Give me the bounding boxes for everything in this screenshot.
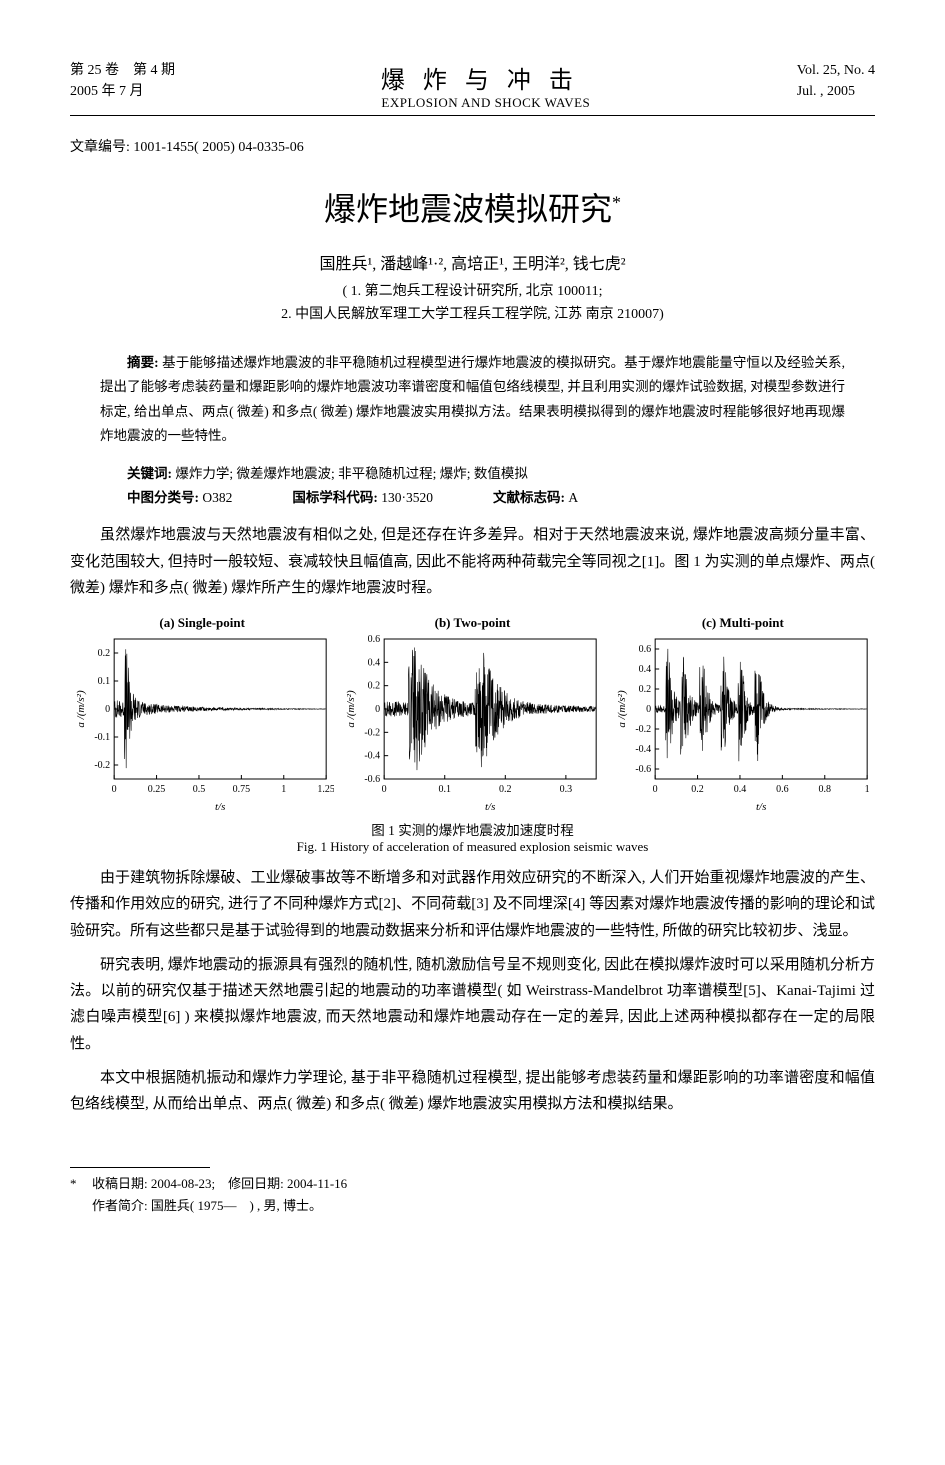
svg-text:-0.1: -0.1 (94, 732, 110, 743)
chart-c-svg: -0.6 -0.4 -0.2 0 0.2 0.4 0.6 0 0.2 0.4 0.6 0.8 1 t/s a… (611, 633, 875, 813)
svg-text:0.3: 0.3 (560, 784, 573, 795)
chart-a-svg: -0.2 -0.1 0 0.1 0.2 0 0.25 0.5 0.75 1 1.25 t/s a /(m… (70, 633, 334, 813)
keywords: 爆炸力学; 微差爆炸地震波; 非平稳随机过程; 爆炸; 数值模拟 (175, 466, 528, 481)
svg-text:0.6: 0.6 (776, 784, 789, 795)
title-footnote-mark: * (612, 192, 621, 212)
header-right: Vol. 25, No. 4 Jul. , 2005 (797, 60, 875, 102)
svg-text:-0.2: -0.2 (365, 728, 381, 739)
journal-name-en: EXPLOSION AND SHOCK WAVES (381, 95, 591, 111)
paragraph-2: 由于建筑物拆除爆破、工业爆破事故等不断增多和对武器作用效应研究的不断深入, 人们… (70, 865, 875, 944)
abstract-label: 摘要: (127, 355, 162, 370)
svg-text:0: 0 (112, 784, 117, 795)
chart-b-svg: -0.6 -0.4 -0.2 0 0.2 0.4 0.6 0 0.1 0.2 0.3 t/s a /(m… (340, 633, 604, 813)
svg-text:-0.2: -0.2 (94, 760, 110, 771)
abstract: 摘要: 基于能够描述爆炸地震波的非平稳随机过程模型进行爆炸地震波的模拟研究。基于… (100, 351, 845, 448)
figure-1: (a) Single-point -0.2 -0.1 0 0.1 0.2 0 0.25 0.5… (70, 615, 875, 813)
header-center: 爆炸与冲击 EXPLOSION AND SHOCK WAVES (381, 60, 591, 111)
svg-text:a /(m/s²): a /(m/s²) (75, 690, 87, 728)
svg-text:0.4: 0.4 (638, 664, 651, 675)
footnote-received: 收稿日期: 2004-08-23; 修回日期: 2004-11-16 (92, 1176, 347, 1191)
svg-text:-0.6: -0.6 (635, 764, 651, 775)
journal-name-cn: 爆炸与冲击 (381, 60, 591, 95)
chart-panel-c: (c) Multi-point -0.6 -0.4 -0.2 0 0.2 0.4 0.6 0 0… (611, 615, 875, 813)
svg-text:0: 0 (652, 784, 657, 795)
clc: O382 (202, 490, 232, 505)
keywords-label: 关键词: (127, 466, 175, 481)
volume-issue: 第 25 卷 第 4 期 (70, 60, 175, 81)
svg-text:0.25: 0.25 (148, 784, 166, 795)
clc-label: 中图分类号: (127, 490, 202, 505)
footnote-line-1: *收稿日期: 2004-08-23; 修回日期: 2004-11-16 (70, 1174, 875, 1195)
svg-text:a /(m/s²): a /(m/s²) (345, 690, 357, 728)
figure-caption-en: Fig. 1 History of acceleration of measur… (70, 839, 875, 855)
article-id: 文章编号: 1001-1455( 2005) 04-0335-06 (70, 136, 875, 156)
footnote-mark: * (70, 1174, 92, 1195)
svg-text:-0.4: -0.4 (635, 744, 651, 755)
svg-text:t/s: t/s (485, 801, 495, 813)
svg-text:1: 1 (864, 784, 869, 795)
svg-text:0.2: 0.2 (499, 784, 512, 795)
svg-text:0.2: 0.2 (638, 684, 651, 695)
svg-text:0.75: 0.75 (233, 784, 251, 795)
footnote-line-2: 作者简介: 国胜兵( 1975— ) , 男, 博士。 (70, 1195, 875, 1214)
paragraph-3: 研究表明, 爆炸地震动的振源具有强烈的随机性, 随机激励信号呈不规则变化, 因此… (70, 952, 875, 1057)
subject-label: 国标学科代码: (292, 490, 381, 505)
svg-text:0: 0 (382, 784, 387, 795)
chart-a-title: (a) Single-point (70, 615, 334, 631)
doc-label: 文献标志码: (493, 490, 568, 505)
title-text: 爆炸地震波模拟研究 (324, 191, 612, 227)
svg-text:0.2: 0.2 (691, 784, 704, 795)
svg-text:0.4: 0.4 (733, 784, 746, 795)
svg-text:0.5: 0.5 (193, 784, 206, 795)
svg-text:0.2: 0.2 (98, 648, 111, 659)
paragraph-4: 本文中根据随机振动和爆炸力学理论, 基于非平稳随机过程模型, 提出能够考虑装药量… (70, 1065, 875, 1118)
svg-text:-0.6: -0.6 (365, 774, 381, 785)
classification-row: 中图分类号: O382 国标学科代码: 130·3520 文献标志码: A (100, 486, 845, 506)
doc-code: A (568, 490, 578, 505)
svg-text:1: 1 (281, 784, 286, 795)
affiliation-2: 2. 中国人民解放军理工大学工程兵工程学院, 江苏 南京 210007) (70, 303, 875, 323)
publication-date-cn: 2005 年 7 月 (70, 81, 175, 102)
svg-text:0.1: 0.1 (439, 784, 452, 795)
footnote-rule (70, 1167, 210, 1168)
svg-text:-0.2: -0.2 (635, 724, 651, 735)
page-header: 第 25 卷 第 4 期 2005 年 7 月 爆炸与冲击 EXPLOSION … (70, 60, 875, 116)
keywords-line: 关键词: 爆炸力学; 微差爆炸地震波; 非平稳随机过程; 爆炸; 数值模拟 (100, 462, 845, 486)
svg-text:0.6: 0.6 (368, 634, 381, 645)
subject-code: 130·3520 (381, 490, 433, 505)
svg-text:0.2: 0.2 (368, 681, 381, 692)
chart-panel-b: (b) Two-point -0.6 -0.4 -0.2 0 0.2 0.4 0.6 0 0.1… (340, 615, 604, 813)
header-left: 第 25 卷 第 4 期 2005 年 7 月 (70, 60, 175, 102)
svg-text:0.6: 0.6 (638, 644, 651, 655)
svg-text:0: 0 (105, 704, 110, 715)
issue-date-en: Jul. , 2005 (797, 81, 875, 102)
article-title: 爆炸地震波模拟研究* (70, 184, 875, 230)
abstract-text: 基于能够描述爆炸地震波的非平稳随机过程模型进行爆炸地震波的模拟研究。基于爆炸地震… (100, 355, 845, 443)
svg-text:0: 0 (646, 704, 651, 715)
volno-en: Vol. 25, No. 4 (797, 60, 875, 81)
chart-panel-a: (a) Single-point -0.2 -0.1 0 0.1 0.2 0 0.25 0.5… (70, 615, 334, 813)
svg-text:0.4: 0.4 (368, 658, 381, 669)
chart-b-title: (b) Two-point (340, 615, 604, 631)
figure-caption-cn: 图 1 实测的爆炸地震波加速度时程 (70, 819, 875, 839)
svg-text:0: 0 (375, 704, 380, 715)
chart-c-title: (c) Multi-point (611, 615, 875, 631)
svg-text:t/s: t/s (215, 801, 225, 813)
svg-text:a /(m/s²): a /(m/s²) (616, 690, 628, 728)
svg-text:-0.4: -0.4 (365, 751, 381, 762)
paragraph-1: 虽然爆炸地震波与天然地震波有相似之处, 但是还存在许多差异。相对于天然地震波来说… (70, 522, 875, 601)
svg-text:0.8: 0.8 (818, 784, 831, 795)
svg-text:t/s: t/s (756, 801, 766, 813)
svg-text:1.25: 1.25 (317, 784, 334, 795)
affiliation-1: ( 1. 第二炮兵工程设计研究所, 北京 100011; (70, 280, 875, 300)
svg-text:0.1: 0.1 (98, 676, 111, 687)
authors: 国胜兵¹, 潘越峰¹·², 高培正¹, 王明洋², 钱七虎² (70, 250, 875, 274)
